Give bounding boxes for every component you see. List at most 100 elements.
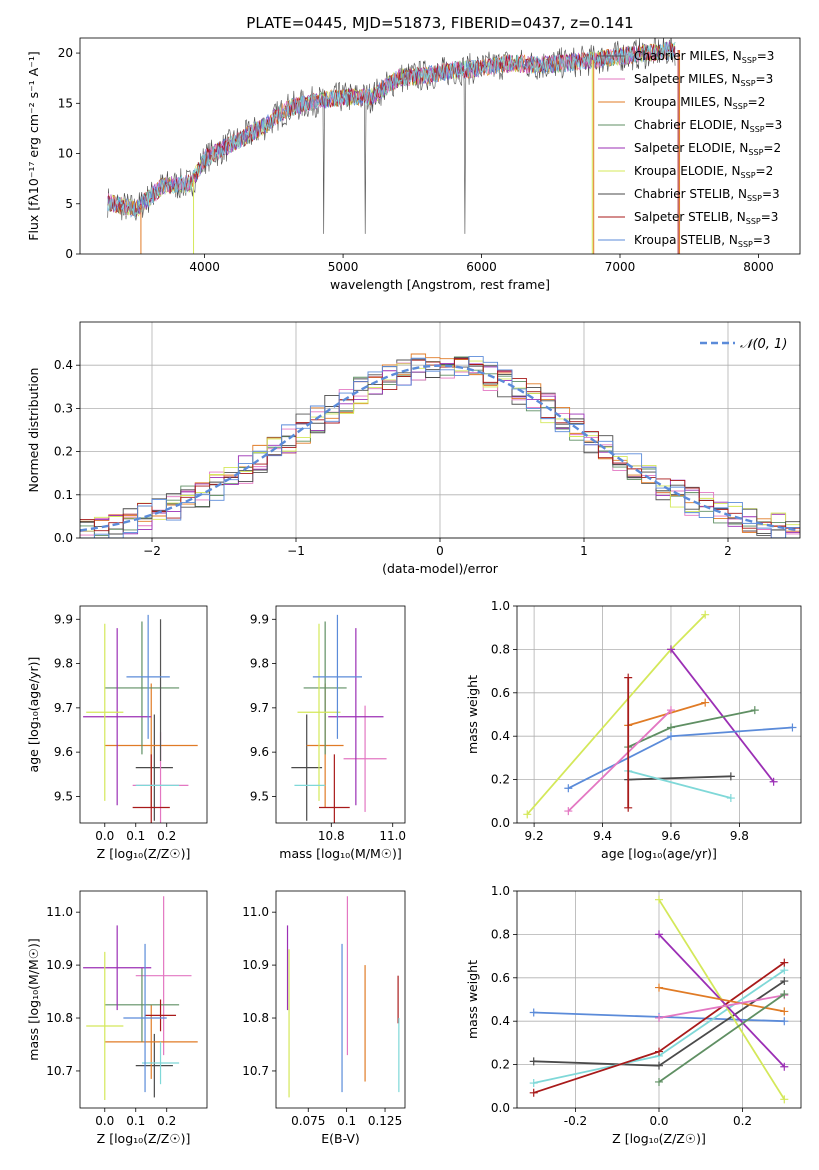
y-tick-label: 9.5 <box>250 789 269 803</box>
error-point-2 <box>104 1004 198 1079</box>
y-axis-label: age [log₁₀(age/yr)] <box>26 657 41 773</box>
weight_vs_age-panel: 9.2 9.4 9.6 9.8 0.0 0.2 0.4 0.6 0.8 1.0 age [log₁₀… <box>465 599 802 861</box>
error-point-1 <box>135 896 192 1056</box>
y-tick-label: 0.4 <box>491 729 510 743</box>
y-tick-label: 0.1 <box>54 488 73 502</box>
legend-label: Kroupa MILES, NSSP=2 <box>634 95 765 111</box>
error-point-4 <box>83 628 152 806</box>
gaussian-curve <box>80 364 800 532</box>
y-tick-label: 0.6 <box>491 971 510 985</box>
x-axis-label: age [log₁₀(age/yr)] <box>601 846 717 861</box>
weight-marker <box>655 895 663 904</box>
axes-frame <box>79 890 208 1109</box>
x-tick-label: 0.0 <box>649 1114 668 1128</box>
weight-marker <box>726 772 735 781</box>
y-tick-label: 0.3 <box>54 401 73 415</box>
x-tick-label: 6000 <box>466 260 497 274</box>
legend-label: Salpeter ELODIE, NSSP=2 <box>634 141 781 157</box>
y-tick-label: 11.0 <box>242 905 269 919</box>
error-point-6 <box>319 754 350 823</box>
error-point-5 <box>297 623 341 801</box>
legend-label: Kroupa ELODIE, NSSP=2 <box>634 164 773 180</box>
weight-marker <box>780 990 789 999</box>
x-axis-label: Z [log₁₀(Z/Z☉)] <box>97 1131 191 1146</box>
y-axis-label: Normed distribution <box>26 368 41 493</box>
weight-marker <box>624 803 633 812</box>
age_vs_mass-panel: 10.8 11.0 9.5 9.6 9.7 9.8 9.9 mass [log₁₀(M/M☉)… <box>250 605 406 861</box>
y-tick-label: 10.9 <box>242 958 269 972</box>
y-tick-label: 0.8 <box>491 642 510 656</box>
residuals-marks <box>80 353 800 538</box>
y-tick-label: 9.7 <box>54 701 73 715</box>
y-tick-label: 0.0 <box>54 531 73 545</box>
x-tick-label: 2 <box>724 544 732 558</box>
y-tick-label: 20 <box>58 46 73 60</box>
weight-marker <box>788 723 797 732</box>
x-tick-label: 7000 <box>605 260 636 274</box>
x-tick-label: 0.075 <box>291 1114 325 1128</box>
error-point-0 <box>135 1033 173 1098</box>
axes-frame <box>275 890 406 1109</box>
y-tick-label: 10.7 <box>242 1064 269 1078</box>
mass_vs_Z-marks <box>83 896 198 1101</box>
y-tick-label: 0.2 <box>54 445 73 459</box>
x-tick-label: 0.1 <box>337 1114 356 1128</box>
weight_vs_age-marks <box>523 610 797 819</box>
x-tick-label: -0.2 <box>564 1114 587 1128</box>
weight-marker <box>780 1017 789 1026</box>
x-tick-label: 8000 <box>743 260 774 274</box>
weight-line-8 <box>658 993 785 1083</box>
y-tick-label: 5 <box>65 197 73 211</box>
x-axis-label: Z [log₁₀(Z/Z☉)] <box>97 846 191 861</box>
x-tick-label: 10.8 <box>318 829 345 843</box>
weight-marker <box>780 1095 789 1104</box>
y-tick-label: 9.7 <box>250 701 269 715</box>
y-tick-label: 9.9 <box>54 612 73 626</box>
weight-marker <box>666 645 675 654</box>
x-tick-label: −1 <box>287 544 305 558</box>
x-tick-label: 9.2 <box>525 829 544 843</box>
weight-marker <box>726 794 735 803</box>
y-tick-label: 10.9 <box>46 958 73 972</box>
x-axis-label: Z [log₁₀(Z/Z☉)] <box>612 1131 706 1146</box>
y-tick-label: 0.0 <box>491 1101 510 1115</box>
x-tick-label: 0.125 <box>368 1114 402 1128</box>
error-point-9 <box>126 614 170 739</box>
y-tick-label: 0.0 <box>491 816 510 830</box>
y-tick-label: 9.8 <box>54 657 73 671</box>
weight-marker <box>655 1077 663 1086</box>
axes-frame <box>79 37 801 255</box>
y-tick-label: 0.4 <box>54 358 73 372</box>
x-tick-label: 0.1 <box>126 829 145 843</box>
x-tick-label: 11.0 <box>379 829 406 843</box>
weight_vs_Z-panel: -0.2 0.0 0.2 0.0 0.2 0.4 0.6 0.8 1.0 Z [log₁₀(Z/Z… <box>465 884 802 1146</box>
weight_vs_Z-marks <box>529 895 789 1104</box>
y-tick-label: 0.8 <box>491 927 510 941</box>
y-tick-label: 10.7 <box>46 1064 73 1078</box>
y-tick-label: 0.2 <box>491 773 510 787</box>
mass_vs_Z-panel: 0.0 0.1 0.2 10.7 10.8 10.9 11.0 Z [log₁₀(Z/Z☉)]… <box>26 890 208 1146</box>
weight-marker <box>655 930 663 939</box>
weight-line-7 <box>658 994 785 1019</box>
error-point-1 <box>343 705 387 812</box>
x-tick-label: 0.0 <box>95 1114 114 1128</box>
y-tick-label: 10.8 <box>242 1011 269 1025</box>
x-tick-label: 0.2 <box>157 829 176 843</box>
y-tick-label: 9.6 <box>54 745 73 759</box>
weight-marker <box>564 784 573 793</box>
age_vs_Z-panel: 0.0 0.1 0.2 9.5 9.6 9.7 9.8 9.9 Z [log₁₀(Z/Z☉)] a… <box>26 605 208 861</box>
x-tick-label: 9.6 <box>661 829 680 843</box>
error-point-8 <box>312 614 362 739</box>
legend-label: Salpeter STELIB, NSSP=3 <box>634 210 778 226</box>
error-point-3 <box>104 621 180 755</box>
weight-marker <box>666 706 675 715</box>
x-tick-label: 0.2 <box>733 1114 752 1128</box>
error-point-5 <box>86 623 124 801</box>
x-axis-label: (data-model)/error <box>382 561 499 576</box>
y-tick-label: 15 <box>58 96 73 110</box>
weight-marker <box>780 958 789 967</box>
x-tick-label: 0 <box>436 544 444 558</box>
x-tick-label: 0.2 <box>157 1114 176 1128</box>
weight-marker <box>780 1062 789 1071</box>
